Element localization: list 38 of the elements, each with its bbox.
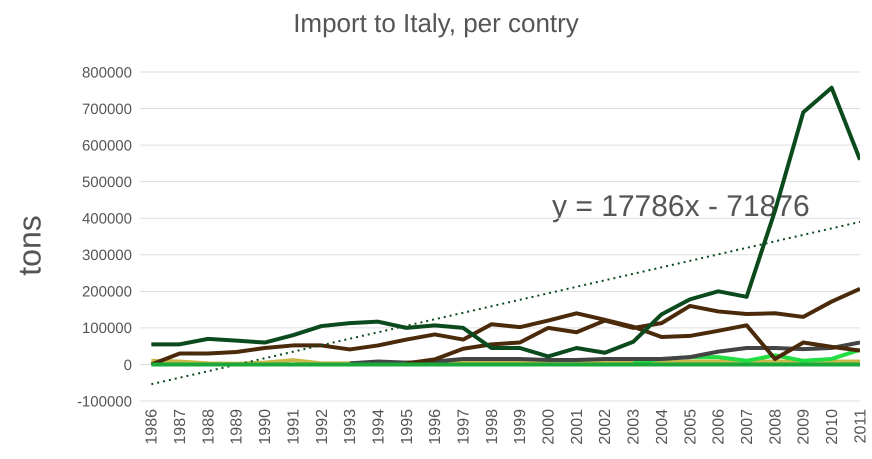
x-tick-label: 1995 <box>398 408 416 445</box>
x-tick-label: 1994 <box>370 408 388 445</box>
x-tick-label: 1990 <box>257 408 274 445</box>
y-tick-label: 100000 <box>82 320 132 338</box>
x-tick-label: 2008 <box>767 408 784 445</box>
y-tick-label: 0 <box>124 356 132 374</box>
x-tick-label: 2007 <box>738 408 756 445</box>
x-tick-label: 1998 <box>484 408 501 445</box>
x-tick-label: 1993 <box>342 408 360 445</box>
y-tick-label: 700000 <box>82 100 132 118</box>
y-axis-title: tons <box>12 214 48 276</box>
x-tick-label: 1989 <box>228 408 246 445</box>
x-tick-label: 1986 <box>144 408 161 445</box>
y-tick-label: 400000 <box>82 210 132 228</box>
x-tick-label: 2006 <box>710 408 728 445</box>
x-tick-label: 2000 <box>540 408 558 445</box>
y-tick-label: -100000 <box>76 393 132 410</box>
x-tick-label: 2010 <box>824 408 842 445</box>
chart-title: Import to Italy, per contry <box>292 8 580 39</box>
x-tick-label: 2003 <box>626 408 643 445</box>
x-tick-label: 2011 <box>852 408 870 444</box>
x-tick-label: 2001 <box>568 408 586 445</box>
y-tick-label: 500000 <box>82 174 132 191</box>
x-tick-label: 1988 <box>200 408 218 445</box>
x-tick-label: 1999 <box>512 408 530 445</box>
y-tick-label: 600000 <box>82 137 132 154</box>
y-tick-label: 200000 <box>82 284 132 301</box>
x-tick-label: 1997 <box>456 408 473 445</box>
x-tick-label: 2005 <box>682 408 700 445</box>
x-tick-label: 1991 <box>285 408 302 445</box>
x-tick-label: 2002 <box>597 408 614 445</box>
y-tick-label: 800000 <box>82 64 132 82</box>
x-tick-label: 2009 <box>796 408 813 445</box>
x-tick-label: 1992 <box>314 408 331 445</box>
x-tick-label: 2004 <box>654 408 671 445</box>
x-tick-label: 1987 <box>172 408 190 445</box>
y-tick-label: 300000 <box>82 247 132 264</box>
x-tick-label: 1996 <box>427 408 444 445</box>
